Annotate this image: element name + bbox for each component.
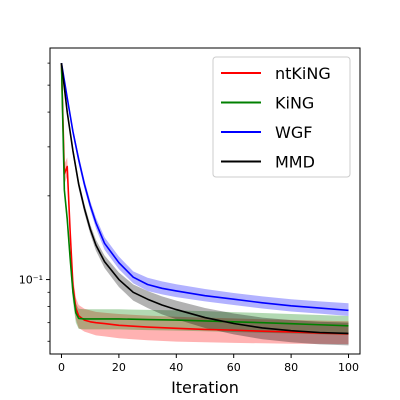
x-tick-label: 100 [338,361,359,374]
series-line-king [60,63,349,327]
series-lines [60,62,349,335]
x-tick-label: 20 [112,361,126,374]
x-axis-ticks: 0 20 40 60 80 100 [58,354,359,374]
x-tick-label: 80 [284,361,298,374]
x-axis-title: Iteration [171,378,239,397]
x-tick-label: 0 [58,361,65,374]
plot-frame [49,47,361,355]
series-line-mmd [60,63,349,335]
confidence-bands [61,63,349,346]
y-tick-label: 10⁻¹ [19,274,43,287]
series-line-ntking [60,63,349,335]
x-tick-label: 40 [169,361,183,374]
legend-label-mmd: MMD [275,153,315,172]
legend: ntKiNG KiNG WGF MMD [212,56,351,178]
series-line-wgf [60,62,349,312]
legend-label-ntking: ntKiNG [275,64,331,83]
legend-label-wgf: WGF [275,123,312,142]
x-tick-label: 60 [227,361,241,374]
legend-box [212,56,351,178]
band-ntking [61,63,349,345]
y-axis-ticks: 10⁻¹ [19,62,50,342]
legend-label-king: KiNG [275,94,314,113]
